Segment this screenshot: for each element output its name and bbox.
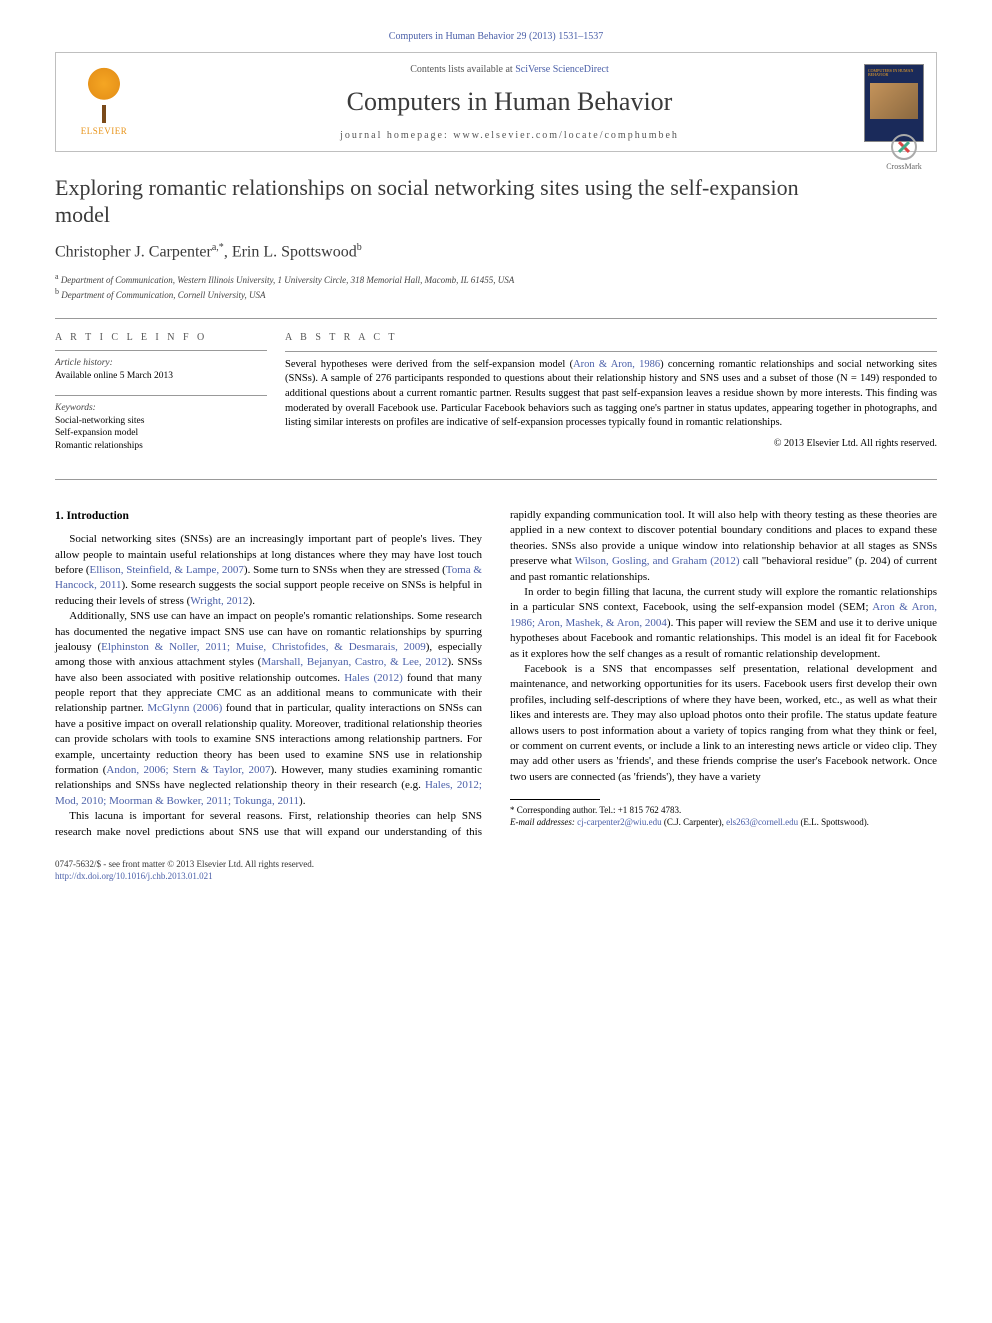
elsevier-logo-text: ELSEVIER: [81, 125, 128, 137]
section-1-heading: 1. Introduction: [55, 508, 482, 524]
front-matter-line: 0747-5632/$ - see front matter © 2013 El…: [55, 858, 937, 870]
footnote-separator: [510, 799, 600, 800]
cover-title: COMPUTERS IN HUMAN BEHAVIOR: [868, 69, 920, 78]
affiliations: a Department of Communication, Western I…: [55, 271, 937, 302]
p2-ref2[interactable]: Marshall, Bejanyan, Castro, & Lee, 2012: [261, 656, 447, 668]
author-2-sup: b: [357, 242, 362, 253]
bottom-metadata: 0747-5632/$ - see front matter © 2013 El…: [55, 858, 937, 882]
corresponding-author: * Corresponding author. Tel.: +1 815 762…: [510, 804, 937, 816]
journal-name: Computers in Human Behavior: [155, 84, 864, 119]
article-body: 1. Introduction Social networking sites …: [55, 508, 937, 840]
homepage-line: journal homepage: www.elsevier.com/locat…: [155, 129, 864, 143]
cover-image-icon: [870, 83, 918, 119]
keywords-label: Keywords:: [55, 402, 267, 415]
journal-cover-thumbnail: COMPUTERS IN HUMAN BEHAVIOR: [864, 64, 924, 142]
keyword-2: Romantic relationships: [55, 440, 267, 453]
homepage-url[interactable]: www.elsevier.com/locate/comphumbeh: [453, 130, 679, 141]
abstract-text-a: Several hypotheses were derived from the…: [285, 359, 573, 370]
contents-prefix: Contents lists available at: [410, 64, 515, 75]
p5: Facebook is a SNS that encompasses self …: [510, 662, 937, 785]
article-info-heading: A R T I C L E I N F O: [55, 331, 267, 345]
running-citation: Computers in Human Behavior 29 (2013) 15…: [55, 30, 937, 44]
doi-link[interactable]: http://dx.doi.org/10.1016/j.chb.2013.01.…: [55, 871, 213, 881]
elsevier-logo: ELSEVIER: [68, 64, 140, 142]
p2-ref3[interactable]: Hales (2012): [344, 672, 403, 684]
email-1-who: (C.J. Carpenter),: [662, 817, 726, 827]
author-2: , Erin L. Spottswood: [224, 243, 357, 260]
contents-line: Contents lists available at SciVerse Sci…: [155, 63, 864, 77]
article-title: Exploring romantic relationships on soci…: [55, 174, 815, 229]
email-label: E-mail addresses:: [510, 817, 577, 827]
email-2[interactable]: els263@cornell.edu: [726, 817, 798, 827]
p2-ref5[interactable]: Andon, 2006; Stern & Taylor, 2007: [106, 764, 270, 776]
doi-value: 10.1016/j.chb.2013.01.021: [116, 871, 213, 881]
p2-ref4[interactable]: McGlynn (2006): [147, 702, 222, 714]
p1-ref3[interactable]: Wright, 2012: [190, 595, 248, 607]
homepage-prefix: journal homepage:: [340, 130, 453, 141]
p2-g: ).: [299, 795, 305, 807]
crossmark-icon: [891, 134, 917, 160]
history-label: Article history:: [55, 357, 267, 370]
author-1: Christopher J. Carpenter: [55, 243, 212, 260]
abstract-heading: A B S T R A C T: [285, 331, 937, 345]
keyword-1: Self-expansion model: [55, 427, 267, 440]
tree-icon: [80, 67, 128, 115]
abstract-copyright: © 2013 Elsevier Ltd. All rights reserved…: [285, 437, 937, 451]
author-list: Christopher J. Carpentera,*, Erin L. Spo…: [55, 241, 937, 263]
p1-ref1[interactable]: Ellison, Steinfield, & Lampe, 2007: [90, 564, 244, 576]
affiliation-b: Department of Communication, Cornell Uni…: [61, 290, 265, 300]
email-2-who: (E.L. Spottswood).: [798, 817, 869, 827]
p3-ref1[interactable]: Wilson, Gosling, and Graham (2012): [575, 555, 740, 567]
abstract-column: A B S T R A C T Several hypotheses were …: [285, 331, 937, 465]
abstract-ref-1[interactable]: Aron & Aron, 1986: [573, 359, 660, 370]
p2-ref1[interactable]: Elphinston & Noller, 2011; Muise, Christ…: [101, 641, 426, 653]
article-info-column: A R T I C L E I N F O Article history: A…: [55, 331, 285, 465]
history-value: Available online 5 March 2013: [55, 370, 267, 383]
sciencedirect-link[interactable]: SciVerse ScienceDirect: [515, 64, 609, 75]
p1-b: ). Some turn to SNSs when they are stres…: [244, 564, 446, 576]
affiliation-a: Department of Communication, Western Ill…: [61, 275, 514, 285]
divider: [55, 318, 937, 319]
journal-header: ELSEVIER Contents lists available at Sci…: [55, 52, 937, 152]
email-1[interactable]: cj-carpenter2@wiu.edu: [577, 817, 662, 827]
footnotes: * Corresponding author. Tel.: +1 815 762…: [510, 804, 937, 828]
p1-d: ).: [249, 595, 255, 607]
doi-prefix: http://dx.doi.org/: [55, 871, 116, 881]
keyword-0: Social-networking sites: [55, 415, 267, 428]
author-1-sup: a,*: [212, 242, 224, 253]
crossmark-label: CrossMark: [886, 162, 922, 173]
